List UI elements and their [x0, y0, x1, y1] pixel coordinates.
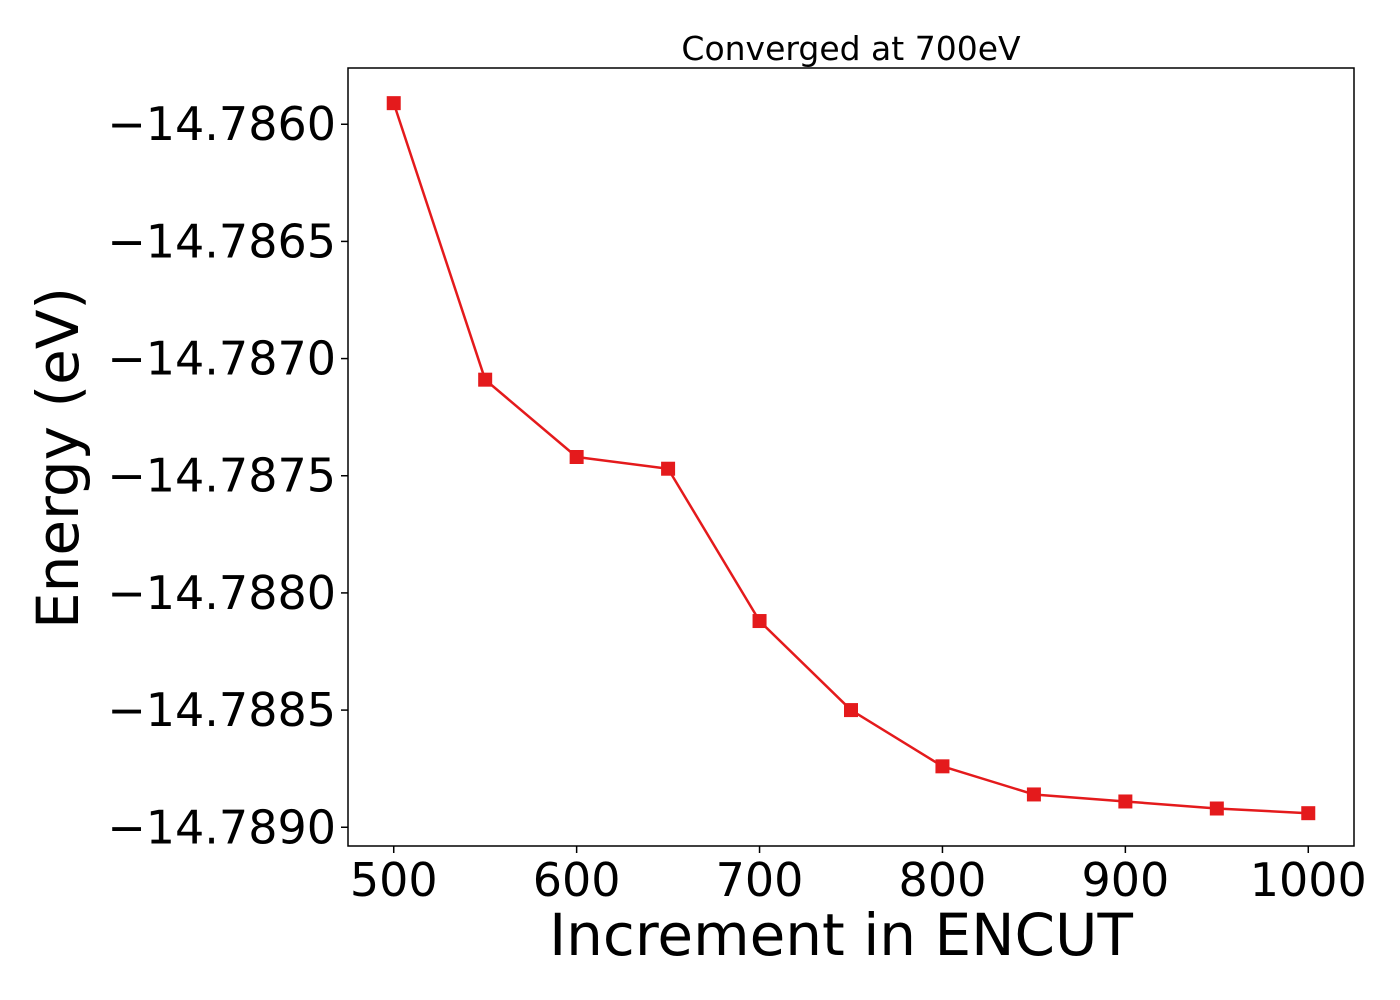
data-point-marker [478, 372, 493, 387]
y-axis-label: Energy (eV) [24, 287, 92, 629]
plot-frame [347, 67, 1355, 847]
data-point-marker [1301, 806, 1316, 821]
x-tick-label: 900 [1081, 853, 1169, 907]
data-point-marker [935, 759, 950, 774]
y-tick-label: −14.7885 [107, 683, 336, 737]
y-tick-label: −14.7875 [107, 449, 336, 503]
y-tick-label: −14.7890 [107, 800, 336, 854]
x-tick-label: 500 [350, 853, 438, 907]
x-tick-label: 1000 [1250, 853, 1367, 907]
chart-title: Converged at 700eV [681, 29, 1021, 68]
data-point-marker [1026, 787, 1041, 802]
data-point-marker [1209, 801, 1224, 816]
x-axis-label: Increment in ENCUT [549, 901, 1133, 969]
y-tick-label: −14.7870 [107, 332, 336, 386]
y-tick-label: −14.7860 [107, 97, 336, 151]
data-point-marker [386, 96, 401, 111]
x-tick-label: 600 [533, 853, 621, 907]
data-point-marker [752, 614, 767, 629]
x-tick-label: 700 [716, 853, 804, 907]
data-point-marker [844, 703, 858, 718]
y-tick-label: −14.7865 [107, 214, 336, 268]
x-tick-label: 800 [899, 853, 987, 907]
data-point-marker [661, 461, 676, 476]
y-tick-label: −14.7880 [107, 566, 336, 620]
x-axis: 500 600 700 800 900 1000 [350, 846, 1367, 907]
plot-area [386, 96, 1316, 821]
data-point-marker [569, 450, 584, 464]
y-axis: −14.7860 −14.7865 −14.7870 −14.7875 −14.7880… [107, 97, 348, 854]
data-point-marker [1118, 794, 1133, 809]
